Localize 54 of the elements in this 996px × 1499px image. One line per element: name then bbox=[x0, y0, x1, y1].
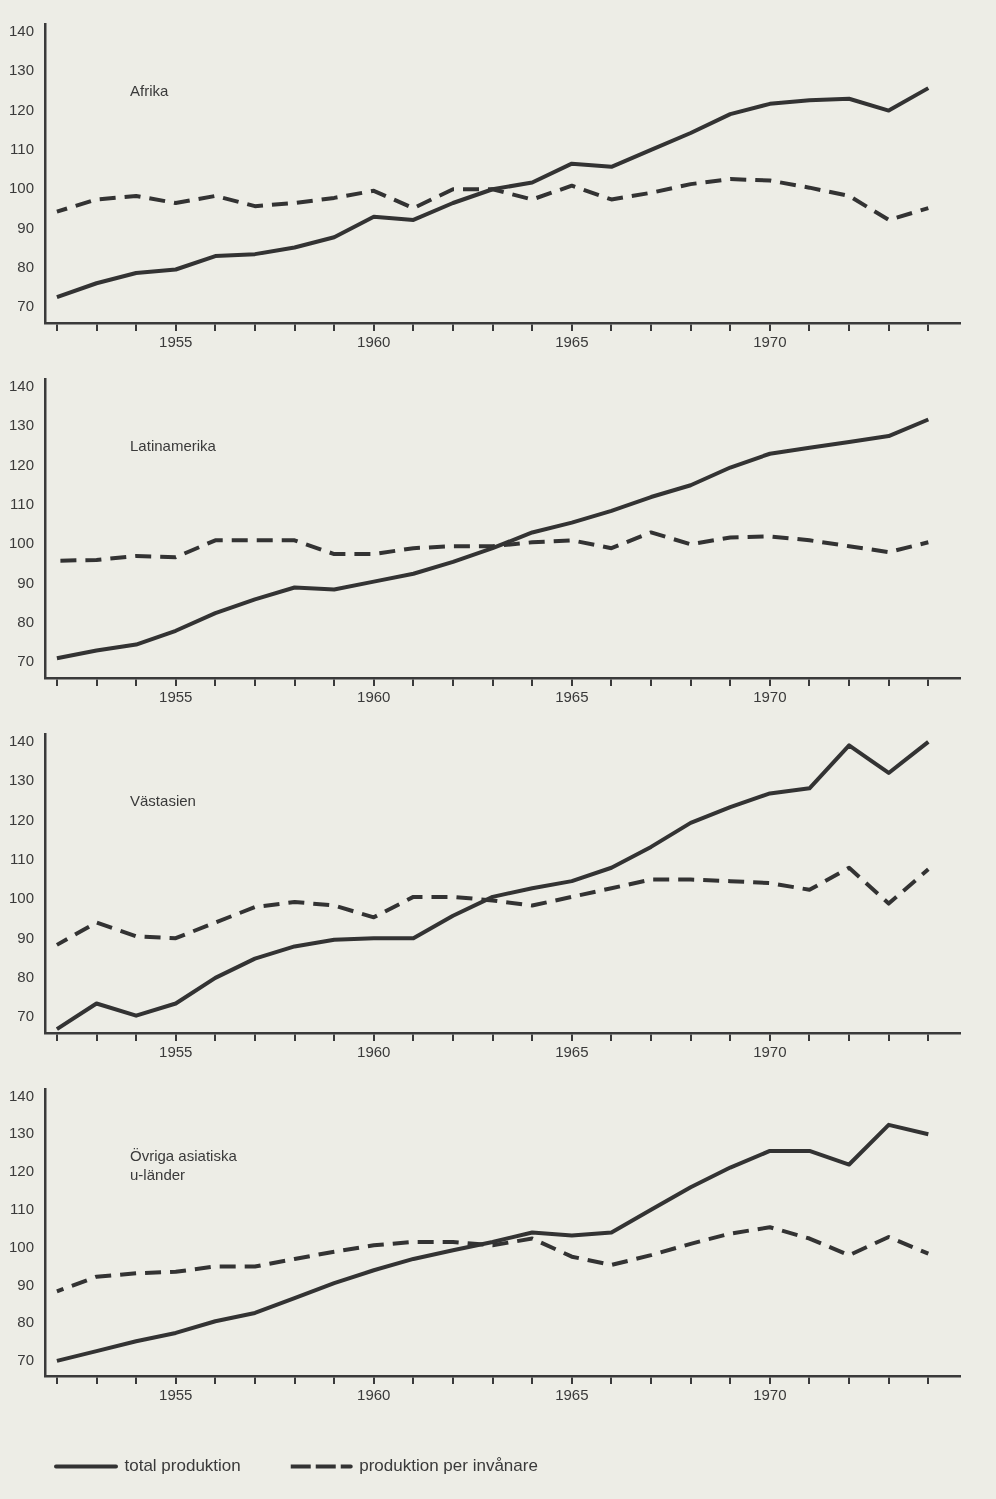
text: Övriga asiatiska u-länder bbox=[130, 1146, 238, 1183]
x-tick-label: 1960 bbox=[357, 1043, 391, 1061]
legend-label: total produktion bbox=[124, 1456, 241, 1476]
y-tick-label: 70 bbox=[17, 1351, 35, 1369]
x-tick-label: 1970 bbox=[753, 688, 787, 706]
y-tick-label: 70 bbox=[17, 297, 35, 315]
y-tick-label: 120 bbox=[9, 100, 35, 118]
y-tick-label: 100 bbox=[9, 179, 35, 197]
y-tick-label: 110 bbox=[10, 495, 35, 513]
y-tick-label: 110 bbox=[10, 140, 35, 158]
y-tick-label: 90 bbox=[17, 573, 35, 591]
x-tick-label: 1955 bbox=[159, 688, 193, 706]
y-tick-label: 130 bbox=[9, 1124, 35, 1142]
y-tick-label: 90 bbox=[17, 218, 35, 236]
x-tick-label: 1965 bbox=[555, 333, 589, 351]
y-tick-label: 100 bbox=[9, 1237, 35, 1255]
y-tick-label: 80 bbox=[17, 1313, 35, 1331]
y-tick-label: 70 bbox=[17, 652, 35, 670]
text: Latinamerika bbox=[130, 436, 217, 454]
x-tick-label: 1965 bbox=[555, 1386, 589, 1404]
y-tick-label: 80 bbox=[17, 258, 35, 276]
x-tick-label: 1960 bbox=[357, 688, 391, 706]
y-tick-label: 140 bbox=[9, 1086, 35, 1104]
y-tick-label: 90 bbox=[17, 1275, 35, 1293]
text: Västasien bbox=[130, 791, 196, 809]
y-tick-label: 70 bbox=[17, 1007, 35, 1025]
y-tick-label: 130 bbox=[9, 771, 35, 789]
y-tick-label: 140 bbox=[9, 732, 35, 750]
y-tick-label: 140 bbox=[9, 377, 35, 395]
y-tick-label: 110 bbox=[10, 1199, 35, 1217]
x-tick-label: 1965 bbox=[555, 688, 589, 706]
x-tick-label: 1960 bbox=[357, 333, 391, 351]
x-tick-label: 1955 bbox=[159, 1386, 193, 1404]
text: Afrika bbox=[130, 81, 170, 99]
y-tick-label: 100 bbox=[9, 889, 35, 907]
legend-label: produktion per invånare bbox=[359, 1456, 538, 1476]
y-tick-label: 140 bbox=[9, 22, 35, 40]
x-tick-label: 1955 bbox=[159, 1043, 193, 1061]
x-tick-label: 1965 bbox=[555, 1043, 589, 1061]
x-tick-label: 1955 bbox=[159, 333, 193, 351]
y-tick-label: 130 bbox=[9, 416, 35, 434]
x-tick-label: 1960 bbox=[357, 1386, 391, 1404]
x-tick-label: 1970 bbox=[753, 1386, 787, 1404]
y-tick-label: 120 bbox=[9, 810, 35, 828]
y-tick-label: 130 bbox=[9, 61, 35, 79]
x-tick-label: 1970 bbox=[753, 1043, 787, 1061]
y-tick-label: 80 bbox=[17, 613, 35, 631]
y-tick-label: 120 bbox=[9, 1162, 35, 1180]
y-tick-label: 120 bbox=[9, 455, 35, 473]
x-tick-label: 1970 bbox=[753, 333, 787, 351]
y-tick-label: 80 bbox=[17, 968, 35, 986]
y-tick-label: 90 bbox=[17, 928, 35, 946]
y-tick-label: 110 bbox=[10, 850, 35, 868]
y-tick-label: 100 bbox=[9, 534, 35, 552]
